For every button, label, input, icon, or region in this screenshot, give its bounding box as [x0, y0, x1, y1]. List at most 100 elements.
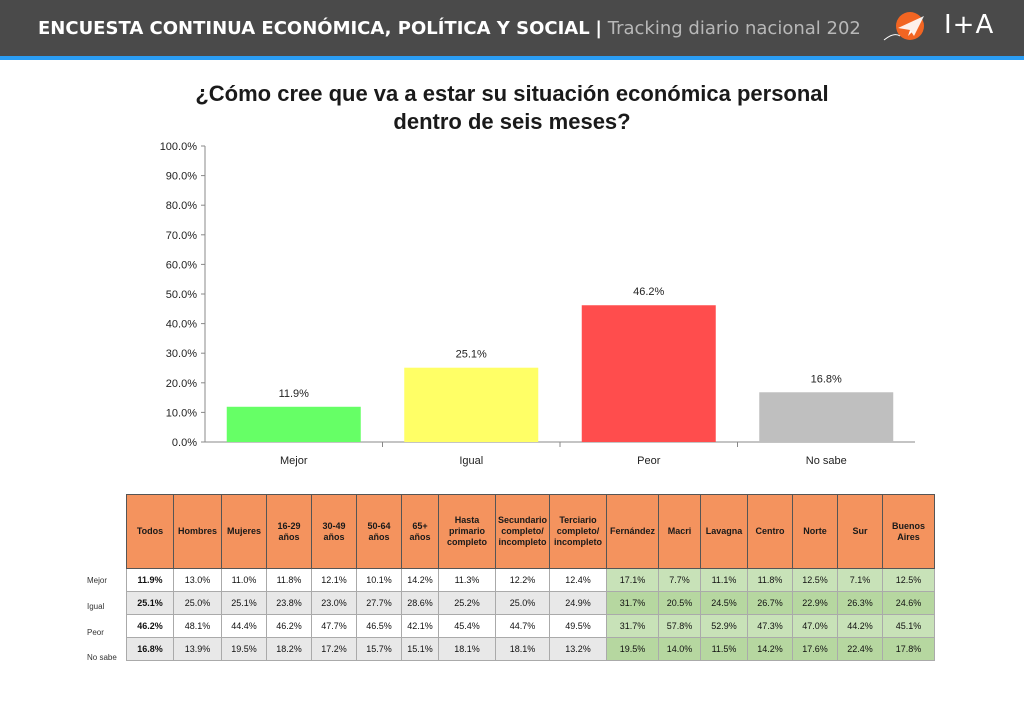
table-cell: 11.3%	[438, 568, 496, 592]
table-cell: 13.9%	[173, 637, 222, 661]
y-tick-label: 20.0%	[166, 378, 197, 390]
logo: I+A	[880, 6, 1000, 50]
table-cell: 47.3%	[747, 614, 793, 638]
y-tick-label: 70.0%	[166, 230, 197, 242]
table-cell: 45.4%	[438, 614, 496, 638]
table-cell: 18.2%	[266, 637, 312, 661]
data-label: 25.1%	[456, 349, 487, 361]
table-cell: 19.5%	[606, 637, 659, 661]
column-header: Lavagna	[700, 494, 748, 569]
table-cell: 17.1%	[606, 568, 659, 592]
table-cell: 18.1%	[438, 637, 496, 661]
table-cell: 57.8%	[658, 614, 701, 638]
table-cell: 20.5%	[658, 591, 701, 615]
table-cell: 19.5%	[221, 637, 267, 661]
header-accent-line	[0, 56, 1024, 60]
row-label-no-sabe: No sabe	[87, 653, 117, 662]
table-cell: 11.8%	[747, 568, 793, 592]
y-tick-label: 60.0%	[166, 259, 197, 271]
table-cell: 25.0%	[173, 591, 222, 615]
table-cell: 46.2%	[266, 614, 312, 638]
table-cell: 16.8%	[126, 637, 174, 661]
column-header: Centro	[747, 494, 793, 569]
table-cell: 42.1%	[401, 614, 439, 638]
column-header: Terciario completo/ incompleto	[549, 494, 607, 569]
table-cell: 17.6%	[792, 637, 838, 661]
header-subtitle: Tracking diario nacional 202	[607, 18, 861, 39]
column-header: Macri	[658, 494, 701, 569]
row-label-peor: Peor	[87, 628, 104, 637]
data-label: 16.8%	[811, 373, 842, 385]
table-cell: 7.7%	[658, 568, 701, 592]
table-cell: 44.2%	[837, 614, 883, 638]
table-cell: 18.1%	[495, 637, 550, 661]
x-tick-label: No sabe	[806, 455, 847, 467]
y-tick-label: 100.0%	[160, 141, 198, 153]
table-cell: 23.8%	[266, 591, 312, 615]
table-cell: 25.1%	[126, 591, 174, 615]
table-cell: 14.2%	[747, 637, 793, 661]
table-cell: 11.9%	[126, 568, 174, 592]
row-label-mejor: Mejor	[87, 576, 108, 585]
y-tick-label: 10.0%	[166, 407, 197, 419]
logo-text: I+A	[944, 10, 995, 40]
table-row: 16.8% 13.9% 19.5% 18.2% 17.2% 15.7% 15.1% 18.1%…	[126, 637, 935, 661]
table-cell: 46.5%	[356, 614, 402, 638]
table-cell: 25.1%	[221, 591, 267, 615]
y-tick-label: 50.0%	[166, 289, 197, 301]
table-cell: 17.8%	[882, 637, 935, 661]
table-cell: 31.7%	[606, 591, 659, 615]
table-row: 46.2% 48.1% 44.4% 46.2% 47.7% 46.5% 42.1% 45.4%…	[126, 614, 935, 638]
table-cell: 14.2%	[401, 568, 439, 592]
column-header: Hombres	[173, 494, 222, 569]
table-cell: 10.1%	[356, 568, 402, 592]
x-tick-label: Peor	[637, 455, 661, 467]
crosstab-table: Todos Hombres Mujeres 16-29 años 30-49 años 5…	[126, 494, 935, 661]
table-cell: 22.4%	[837, 637, 883, 661]
table-cell: 13.2%	[549, 637, 607, 661]
table-row: 25.1% 25.0% 25.1% 23.8% 23.0% 27.7% 28.6% 25.2%…	[126, 591, 935, 615]
table-cell: 17.2%	[311, 637, 357, 661]
table-cell: 47.7%	[311, 614, 357, 638]
column-header: Sur	[837, 494, 883, 569]
table-cell: 23.0%	[311, 591, 357, 615]
bar	[404, 367, 539, 442]
table-cell: 24.9%	[549, 591, 607, 615]
header-title-group: ENCUESTA CONTINUA ECONÓMICA, POLÍTICA Y …	[38, 18, 861, 39]
bar	[226, 406, 361, 442]
table-cell: 13.0%	[173, 568, 222, 592]
header-title: ENCUESTA CONTINUA ECONÓMICA, POLÍTICA Y …	[38, 18, 590, 39]
header-separator: |	[595, 18, 602, 39]
column-header: 30-49 años	[311, 494, 357, 569]
table-cell: 12.2%	[495, 568, 550, 592]
table-cell: 12.5%	[792, 568, 838, 592]
column-header: Norte	[792, 494, 838, 569]
bar	[759, 392, 894, 442]
table-cell: 28.6%	[401, 591, 439, 615]
table-row: 11.9% 13.0% 11.0% 11.8% 12.1% 10.1% 14.2% 11.3%…	[126, 568, 935, 592]
table-cell: 31.7%	[606, 614, 659, 638]
table-cell: 49.5%	[549, 614, 607, 638]
y-tick-label: 90.0%	[166, 171, 197, 183]
table-cell: 24.6%	[882, 591, 935, 615]
table-cell: 7.1%	[837, 568, 883, 592]
chart-title-line-2: dentro de seis meses?	[393, 109, 631, 134]
column-header: Hasta primario completo	[438, 494, 496, 569]
chart-title-line-1: ¿Cómo cree que va a estar su situación e…	[195, 81, 829, 106]
table-cell: 26.3%	[837, 591, 883, 615]
bar-chart: 0.0% 10.0% 20.0% 30.0% 40.0% 50.0% 60.0% 70.0% 8…	[160, 141, 915, 467]
y-tick-label: 80.0%	[166, 200, 197, 212]
column-header: Fernández	[606, 494, 659, 569]
x-tick-label: Igual	[459, 455, 483, 467]
table-cell: 15.7%	[356, 637, 402, 661]
table-cell: 44.7%	[495, 614, 550, 638]
table-cell: 11.1%	[700, 568, 748, 592]
chart-title: ¿Cómo cree que va a estar su situación e…	[112, 80, 912, 136]
table-cell: 52.9%	[700, 614, 748, 638]
column-header: Secundario completo/ incompleto	[495, 494, 550, 569]
table-cell: 44.4%	[221, 614, 267, 638]
row-label-igual: Igual	[87, 602, 105, 611]
x-tick-label: Mejor	[280, 455, 308, 467]
table-cell: 11.5%	[700, 637, 748, 661]
data-label: 46.2%	[633, 286, 664, 298]
